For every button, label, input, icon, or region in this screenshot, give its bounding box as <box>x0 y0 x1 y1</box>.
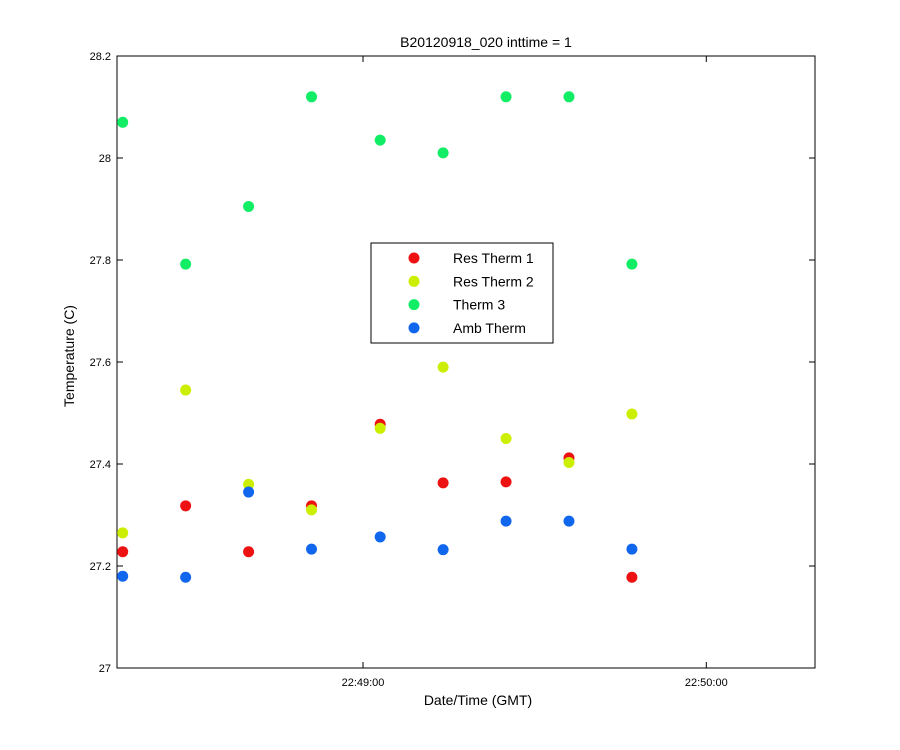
data-point <box>306 504 318 516</box>
data-point <box>306 543 318 555</box>
data-point <box>626 571 638 583</box>
x-tick-label: 22:49:00 <box>342 677 385 689</box>
data-point <box>437 361 449 373</box>
data-point <box>180 258 192 270</box>
legend-marker <box>408 275 420 287</box>
series-therm-3 <box>117 91 638 270</box>
y-tick-label: 28 <box>99 153 111 165</box>
data-point <box>374 134 386 146</box>
y-tick-label: 27.2 <box>90 561 111 573</box>
data-point <box>626 408 638 420</box>
series-res-therm-2 <box>117 361 638 539</box>
data-point <box>180 500 192 512</box>
legend-label: Res Therm 2 <box>453 273 534 289</box>
legend: Res Therm 1 Res Therm 2 Therm 3 Amb Therm <box>370 242 554 344</box>
data-point <box>117 546 129 558</box>
data-point <box>243 200 255 212</box>
x-axis: 22:49:00 22:50:00 <box>342 56 728 689</box>
x-axis-label: Date/Time (GMT) <box>424 692 532 708</box>
data-point <box>500 515 512 527</box>
data-point <box>500 433 512 444</box>
data-point <box>180 384 192 396</box>
data-point <box>626 258 638 270</box>
data-point <box>374 422 386 434</box>
legend-label: Amb Therm <box>453 320 526 336</box>
data-point <box>117 570 129 582</box>
data-point <box>243 478 255 490</box>
legend-label: Therm 3 <box>453 297 505 313</box>
y-tick-label: 27 <box>99 663 111 675</box>
data-point <box>243 486 255 498</box>
y-axis-label: Temperature (C) <box>61 305 77 407</box>
data-point <box>626 543 638 555</box>
series-amb-therm <box>117 486 638 583</box>
y-tick-label: 27.4 <box>90 459 111 471</box>
data-point <box>500 91 512 103</box>
plot-area <box>116 55 816 669</box>
data-point <box>563 91 575 103</box>
legend-box <box>370 242 554 344</box>
data-point <box>437 477 449 489</box>
legend-marker <box>408 252 420 264</box>
legend-marker <box>408 322 420 334</box>
legend-label: Res Therm 1 <box>453 250 534 266</box>
x-tick-label: 22:50:00 <box>685 677 728 689</box>
data-points <box>117 91 638 583</box>
data-point <box>563 456 575 468</box>
data-point <box>563 515 575 527</box>
data-point <box>117 527 129 539</box>
y-tick-label: 27.6 <box>90 357 111 369</box>
y-tick-label: 27.8 <box>90 255 111 267</box>
data-point <box>500 476 512 488</box>
y-tick-label: 28.2 <box>90 51 111 63</box>
data-point <box>117 116 129 128</box>
data-point <box>374 531 386 543</box>
chart-title: B20120918_020 inttime = 1 <box>400 34 572 50</box>
data-point <box>437 544 449 556</box>
data-point <box>243 546 255 558</box>
data-point <box>437 147 449 159</box>
legend-marker <box>408 299 420 311</box>
y-axis: 27 27.2 27.4 27.6 27.8 28 28.2 <box>90 51 815 675</box>
data-point <box>180 571 192 583</box>
data-point <box>306 91 318 103</box>
